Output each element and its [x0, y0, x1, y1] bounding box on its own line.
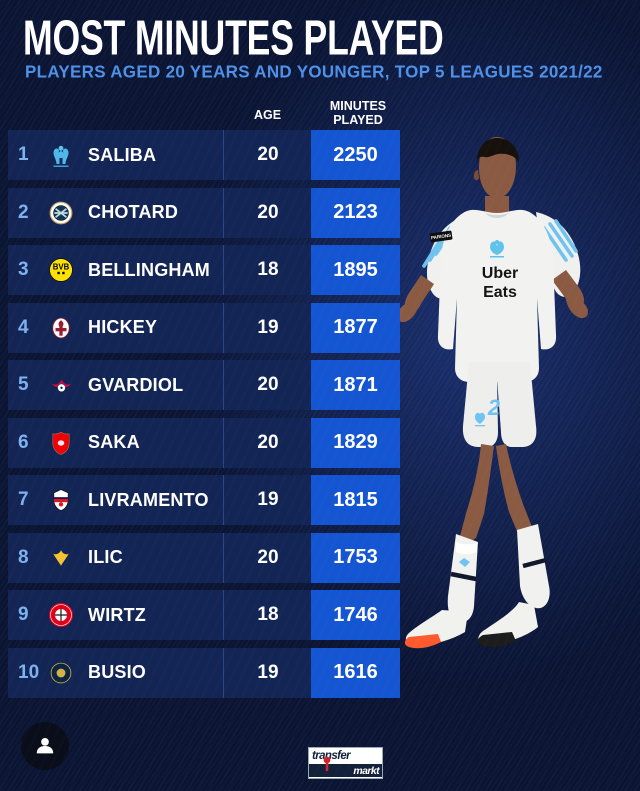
svg-text:PARIONS: PARIONS — [431, 233, 452, 241]
svg-text:Uber: Uber — [482, 265, 518, 282]
svg-text:BVB: BVB — [53, 262, 70, 271]
svg-text:Eats: Eats — [483, 284, 517, 301]
svg-text:2: 2 — [487, 395, 501, 420]
